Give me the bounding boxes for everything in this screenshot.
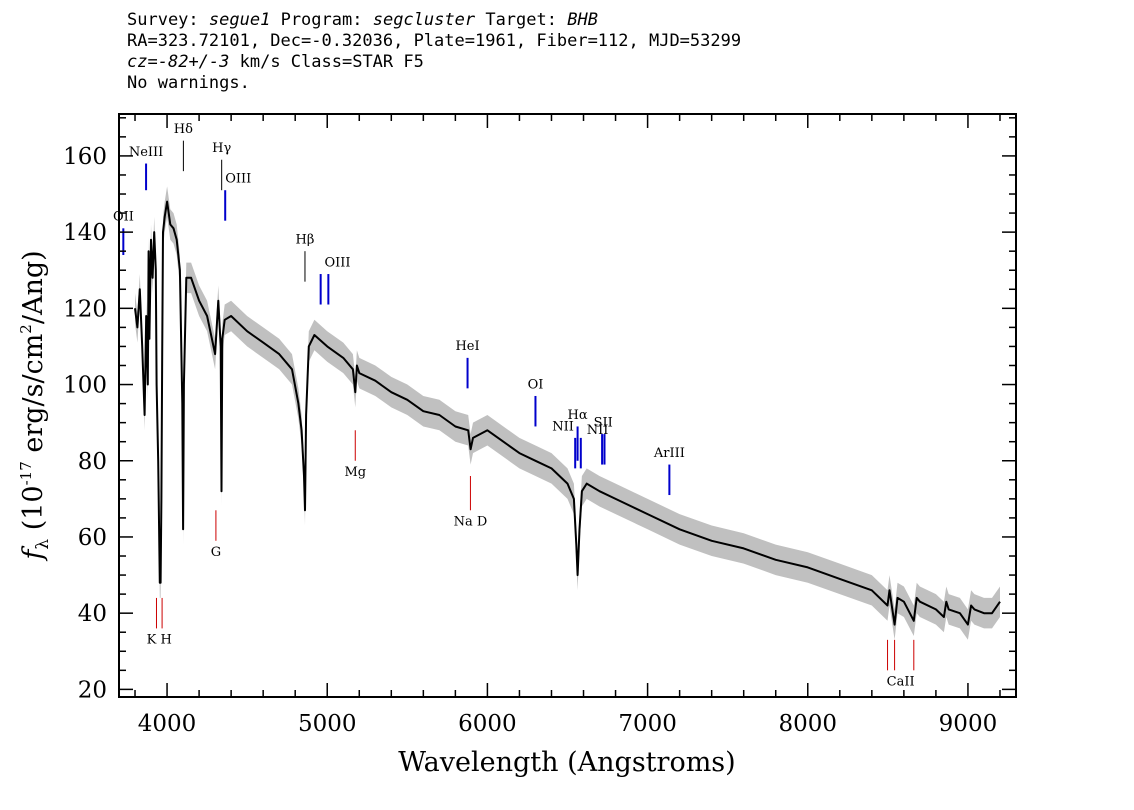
line-label: Na D (454, 515, 488, 530)
line-label: Mg (344, 465, 366, 480)
y-tick-label: 160 (63, 144, 107, 170)
line-label: NII (587, 423, 609, 438)
cz-symbol: cz (127, 52, 148, 72)
y-tick-label: 40 (78, 601, 107, 627)
warnings-line: No warnings. (127, 73, 250, 93)
x-axis-title: Wavelength (Angstroms) (398, 747, 735, 778)
axis-ticks (119, 114, 1016, 697)
target-value: BHB (567, 10, 598, 30)
y-tick-label: 100 (63, 373, 107, 399)
line-label: HeI (455, 339, 479, 354)
line-label: Hγ (212, 141, 231, 156)
line-label: G (211, 545, 221, 560)
line-label: NeIII (129, 145, 163, 160)
line-label: ArIII (653, 446, 685, 461)
y-axis-open: (10 (18, 485, 49, 538)
line-label: NII (552, 419, 574, 434)
y-axis-lambda: λ (33, 539, 53, 550)
y-axis-sq: 2 (17, 324, 35, 334)
program-value: segcluster (372, 10, 476, 30)
spectrum-header: Survey: segue1 Program: segcluster Targe… (127, 10, 741, 94)
line-label: Hδ (174, 122, 193, 137)
x-tick-label: 5000 (298, 711, 357, 737)
line-label: K H (147, 633, 172, 648)
y-tick-label: 140 (63, 220, 107, 246)
survey-value: segue1 (208, 10, 271, 30)
x-tick-label: 7000 (618, 711, 677, 737)
y-axis-units: erg/s/cm (18, 334, 49, 462)
line-label: OIII (325, 255, 351, 270)
cz-value: -82+/-3 (157, 52, 230, 72)
x-tick-label: 6000 (458, 711, 517, 737)
line-label: SII (594, 415, 613, 430)
line-label: OIII (225, 172, 251, 187)
program-label: Program: (280, 10, 363, 30)
line-label: CaII (887, 675, 915, 690)
y-axis-end: /Ang) (18, 250, 49, 324)
line-label: Hα (568, 408, 588, 423)
line-markers: OIINeIIIHδHγOIIIHβOIIIHeIOINIIHαNIISIIAr… (113, 122, 915, 690)
x-tick-label: 8000 (778, 711, 837, 737)
line-label: OI (528, 377, 544, 392)
plot-frame (118, 113, 1017, 698)
flux-series (134, 200, 1001, 626)
y-tick-label: 120 (63, 296, 107, 322)
y-tick-label: 20 (78, 677, 107, 703)
target-label: Target: (485, 10, 557, 30)
header-line-3: cz=-82+/-3 km/s Class=STAR F5 (127, 52, 741, 73)
survey-label: Survey: (127, 10, 199, 30)
y-axis-exp: -17 (17, 461, 35, 485)
x-tick-label: 4000 (138, 711, 197, 737)
y-tick-label: 60 (78, 525, 107, 551)
line-label: OII (113, 210, 134, 225)
y-axis-title: fλ (10-17 erg/s/cm2/Ang) (17, 250, 53, 561)
header-line-1: Survey: segue1 Program: segcluster Targe… (127, 10, 741, 31)
x-tick-label: 9000 (939, 711, 998, 737)
y-tick-label: 80 (78, 449, 107, 475)
cz-equals: = (147, 52, 158, 72)
header-line-2: RA=323.72101, Dec=-0.32036, Plate=1961, … (127, 31, 742, 51)
cz-rest: km/s Class=STAR F5 (229, 52, 424, 72)
flux-line (134, 200, 1001, 626)
line-label: Hβ (296, 233, 315, 248)
